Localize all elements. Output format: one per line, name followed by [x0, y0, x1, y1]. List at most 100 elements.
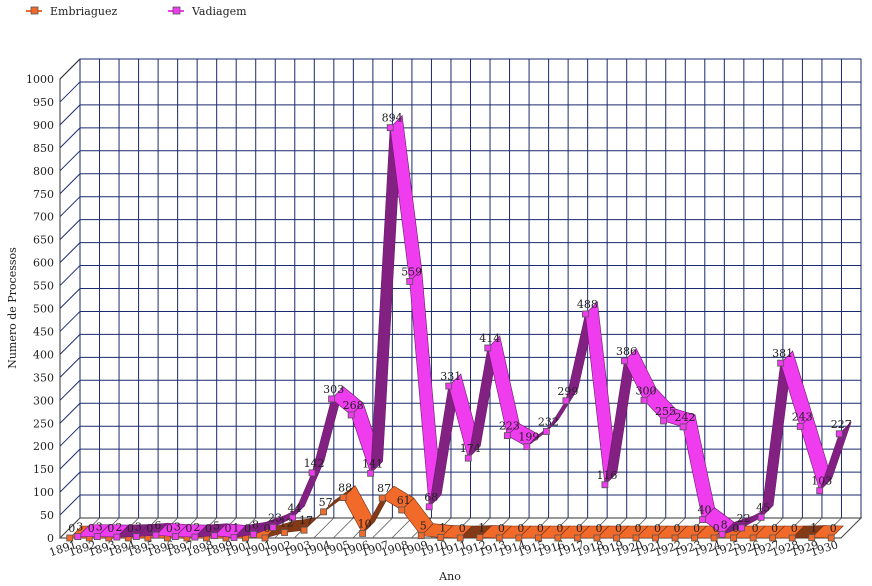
embriaguez-data-label: 61: [397, 494, 411, 507]
embriaguez-data-label: 0: [127, 522, 134, 535]
vadiagem-point: [660, 417, 667, 425]
vadiagem-point: [640, 396, 648, 404]
embriaguez-data-label: 17: [299, 514, 313, 527]
embriaguez-data-label: 0: [713, 522, 720, 535]
embriaguez-data-label: 10: [358, 517, 372, 530]
vadiagem-data-label: 488: [577, 298, 598, 311]
vadiagem-point: [777, 359, 785, 367]
vadiagem-point: [621, 357, 628, 365]
vadiagem-data-label: 268: [343, 399, 364, 412]
vadiagem-data-label: 45: [756, 501, 770, 514]
vadiagem-data-label: 2: [115, 521, 122, 534]
gridline-side: [59, 265, 81, 286]
embriaguez-data-label: 0: [752, 522, 759, 535]
gridline-side: [59, 81, 81, 103]
y-tick-label: 550: [33, 280, 54, 293]
y-tick-label: 200: [33, 440, 54, 453]
embriaguez-point: [808, 534, 816, 541]
vadiagem-data-label: 386: [616, 345, 637, 358]
embriaguez-point: [632, 534, 640, 542]
vadiagem-data-label: 199: [518, 431, 539, 444]
embriaguez-data-label: 0: [88, 522, 95, 535]
embriaguez-data-label: 0: [634, 522, 641, 535]
floor-line: [840, 517, 862, 539]
vadiagem-data-label: 8: [721, 518, 728, 531]
embriaguez-point: [730, 534, 738, 542]
vadiagem-data-label: 300: [635, 384, 656, 397]
embriaguez-point: [281, 529, 288, 536]
gridline-side: [59, 471, 81, 493]
legend: Embriaguez Vadiagem: [26, 5, 247, 18]
embriaguez-data-label: 0: [498, 522, 505, 535]
y-tick-label: 800: [33, 165, 54, 178]
vadiagem-data-label: 242: [675, 411, 696, 424]
vadiagem-point: [347, 411, 355, 419]
y-tick-label: 400: [33, 348, 54, 361]
vadiagem-point: [308, 469, 316, 477]
embriaguez-data-label: 0: [654, 522, 661, 535]
y-tick-label: 500: [33, 303, 54, 316]
vadiagem-data-label: 116: [596, 469, 617, 482]
y-tick-label: 850: [33, 142, 54, 155]
vadiagem-point: [328, 395, 335, 403]
gridline-side: [59, 150, 81, 172]
vadiagem-data-label: 40: [698, 504, 712, 517]
legend-marker-embriaguez: [30, 6, 39, 15]
y-tick-label: 0: [47, 532, 54, 545]
y-tick-label: 300: [33, 394, 54, 407]
x-axis-title: Ano: [438, 570, 461, 583]
embriaguez-data-label: 0: [459, 522, 466, 535]
embriaguez-point: [320, 508, 327, 516]
gridline-side: [59, 356, 81, 378]
vadiagem-data-label: 227: [831, 418, 852, 431]
vadiagem-point: [757, 513, 765, 521]
axes: 0501001502002503003504004505005506006507…: [6, 73, 840, 583]
vadiagem-point: [464, 454, 472, 462]
y-tick-label: 250: [33, 417, 54, 430]
gridline-side: [59, 494, 81, 516]
gridline-side: [59, 402, 81, 424]
vadiagem-data-label: 68: [424, 491, 438, 504]
embriaguez-data-label: 0: [107, 522, 114, 535]
embriaguez-point: [437, 534, 445, 541]
gridline-side: [59, 127, 81, 149]
gridline-side: [59, 334, 81, 355]
vadiagem-data-label: 44: [288, 502, 302, 515]
vadiagem-point: [699, 516, 706, 524]
vadiagem-data-label: 299: [557, 385, 578, 398]
embriaguez-data-label: 0: [517, 522, 524, 535]
embriaguez-data-label: 0: [791, 522, 798, 535]
embriaguez-point: [378, 494, 386, 502]
y-tick-label: 950: [33, 96, 54, 109]
embriaguez-point: [652, 534, 659, 542]
vadiagem-point: [582, 310, 589, 318]
embriaguez-data-label: 0: [576, 522, 583, 535]
embriaguez-data-label: 1: [439, 522, 446, 535]
embriaguez-point: [613, 534, 620, 542]
vadiagem-data-label: 1: [232, 522, 239, 535]
embriaguez-data-label: 12: [280, 516, 294, 529]
gridline-side: [59, 219, 81, 241]
vadiagem-data-label: 141: [362, 457, 383, 470]
vadiagem-point: [406, 278, 414, 285]
vadiagem-point: [601, 481, 609, 489]
vadiagem-point: [132, 533, 140, 541]
embriaguez-point: [515, 534, 523, 542]
floor-line: [372, 517, 393, 539]
vadiagem-point: [738, 524, 746, 532]
vadiagem-point: [816, 487, 824, 495]
plot-area: [59, 58, 862, 539]
gridline-side: [59, 196, 81, 218]
vadiagem-data-label: 243: [792, 410, 813, 423]
gridline-side: [59, 379, 81, 401]
embriaguez-point: [456, 534, 464, 542]
embriaguez-point: [417, 532, 425, 540]
y-axis-title: Numero de Processos: [6, 247, 19, 369]
vadiagem-data-label: 255: [655, 405, 676, 418]
vadiagem-data-label: 103: [811, 475, 832, 488]
embriaguez-data-label: 57: [319, 496, 333, 509]
vadiagem-point: [74, 533, 82, 541]
vadiagem-data-label: 142: [304, 457, 325, 470]
vadiagem-point: [484, 344, 492, 352]
